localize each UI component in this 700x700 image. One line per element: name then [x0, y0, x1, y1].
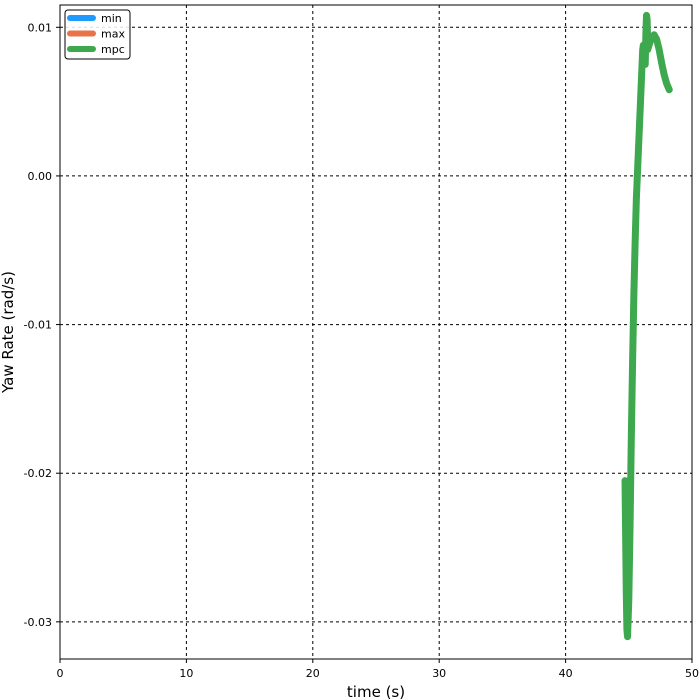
y-tick-label: 0.00 [28, 170, 53, 183]
x-tick-label: 10 [179, 667, 193, 680]
series-layer [621, 11, 673, 641]
x-tick-label: 20 [306, 667, 320, 680]
tick-layer: 0 10 20 30 40 50 0.01 0.00 -0.01 -0.02 -0.03 [24, 21, 699, 680]
grid-layer [60, 5, 692, 659]
x-tick-label: 0 [57, 667, 64, 680]
x-tick-label: 40 [559, 667, 573, 680]
x-axis-label: time (s) [347, 683, 405, 700]
y-tick-label: -0.03 [24, 616, 52, 629]
y-tick-label: 0.01 [28, 21, 53, 34]
legend: min max mpc [64, 9, 131, 60]
y-tick-label: -0.01 [24, 319, 52, 332]
x-tick-label: 30 [432, 667, 446, 680]
plot-frame [59, 4, 693, 660]
x-tick-label: 50 [685, 667, 699, 680]
legend-label-max: max [101, 28, 125, 41]
y-tick-label: -0.02 [24, 467, 52, 480]
y-axis-label: Yaw Rate (rad/s) [0, 271, 17, 394]
legend-label-mpc: mpc [101, 43, 125, 56]
legend-label-min: min [101, 12, 122, 25]
series-line-mpc [621, 11, 673, 641]
